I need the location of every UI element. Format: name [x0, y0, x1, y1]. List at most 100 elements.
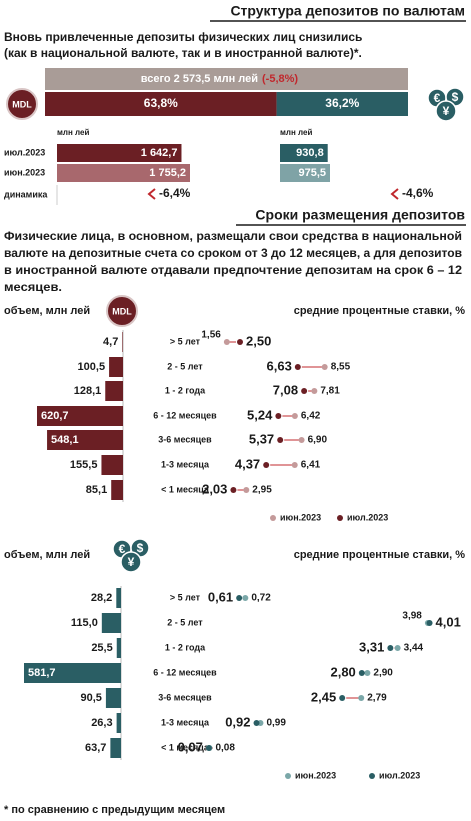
category-label: 2 - 5 лет: [167, 617, 203, 627]
bar: [101, 455, 123, 475]
rate-label: 0,07: [178, 739, 203, 754]
bar-label: 28,2: [91, 592, 112, 604]
bar-label: 548,1: [51, 434, 79, 446]
rate-dot: [230, 487, 237, 493]
bar-label: 1 642,7: [141, 147, 178, 159]
axis-label: объем, млн лей: [4, 305, 90, 317]
icon-symbol: €: [119, 542, 126, 556]
change-arrow: [147, 188, 156, 200]
rate-label: 3,98: [402, 611, 422, 622]
bar-label: 975,5: [298, 167, 326, 179]
icon-symbol: ¥: [128, 555, 135, 569]
bar: [116, 638, 121, 658]
axis-label: средние процентные ставки, %: [294, 305, 465, 317]
section-title: Структура депозитов по валютам: [230, 3, 465, 19]
bar-label: 4,7: [103, 336, 118, 348]
category-label: 1-3 месяца: [161, 717, 210, 727]
rate-label: 2,03: [202, 481, 227, 496]
legend-dot: [270, 515, 276, 521]
rate-label: 2,95: [252, 485, 272, 496]
icon-label: MDL: [12, 99, 32, 109]
bar: [111, 480, 123, 500]
change-label: -6,4%: [159, 186, 191, 200]
subtitle: Вновь привлеченные депозиты физических л…: [4, 30, 362, 44]
rate-dot: [205, 745, 212, 751]
bar: [57, 164, 190, 182]
rate-label: 6,42: [301, 411, 321, 422]
rate-label: 7,81: [320, 386, 340, 397]
category-label: 1-3 месяца: [161, 459, 210, 469]
rate-label: 0,08: [215, 743, 235, 754]
rate-dot: [298, 437, 305, 443]
bar-label: 581,7: [28, 667, 56, 679]
icon-symbol: $: [452, 90, 459, 104]
row-label: июл.2023: [4, 147, 45, 157]
category-label: < 1 месяца: [161, 742, 210, 752]
bar: [280, 144, 328, 162]
bar: [24, 663, 121, 683]
rate-dot: [237, 339, 243, 345]
bar: [105, 381, 123, 401]
category-label: 1 - 2 года: [165, 385, 206, 395]
share-bar: [45, 92, 277, 116]
rate-label: 0,99: [266, 718, 286, 729]
rate-label: 6,63: [267, 358, 292, 373]
legend-dot: [337, 515, 343, 521]
rate-dot: [277, 437, 284, 443]
bar-label: 115,0: [71, 617, 98, 629]
bar: [116, 713, 121, 733]
rate-label: 4,01: [436, 614, 461, 629]
rate-dot: [301, 388, 308, 394]
rate-dot: [426, 620, 433, 626]
bar: [101, 613, 121, 633]
icon-circle: [120, 551, 142, 573]
icon-circle: [106, 295, 138, 327]
paragraph-line: в иностранной валюте отдавали предпочтен…: [4, 263, 462, 277]
rate-label: 2,90: [373, 668, 393, 679]
rate-label: 0,92: [225, 714, 250, 729]
category-label: > 5 лет: [170, 592, 201, 602]
category-label: 6 - 12 месяцев: [153, 410, 217, 420]
icon-circle: [6, 88, 38, 120]
rate-label: 4,37: [235, 456, 260, 471]
icon-symbol: $: [137, 541, 144, 555]
category-label: 3-6 месяцев: [158, 434, 212, 444]
bar: [122, 332, 123, 352]
rate-dot: [321, 364, 328, 370]
rate-label: 2,80: [330, 664, 355, 679]
bar-label: 930,8: [296, 147, 324, 159]
rate-label: 0,61: [208, 589, 233, 604]
bar-label: 100,5: [78, 361, 106, 373]
rate-label: 3,31: [359, 639, 384, 654]
rate-label: 6,41: [301, 460, 321, 471]
paragraph-line: Физические лица, в основном, размещали с…: [4, 229, 462, 243]
category-label: 2 - 5 лет: [167, 361, 203, 371]
icon-circle: [435, 100, 457, 122]
rate-label: 8,55: [331, 362, 351, 373]
rate-label: 2,79: [367, 693, 387, 704]
rate-label: 0,72: [251, 593, 271, 604]
rate-label: 1,56: [201, 330, 221, 341]
share-bar: [276, 92, 408, 116]
legend-label: июн.2023: [295, 770, 336, 780]
paragraph-line: месяцев.: [4, 280, 62, 294]
rate-label: 5,24: [247, 407, 273, 422]
unit-label: млн лей: [280, 128, 312, 137]
total-label: всего 2 573,5 млн лей: [141, 73, 258, 85]
icon-symbol: €: [434, 91, 441, 105]
legend-label: июл.2023: [379, 770, 420, 780]
icon-label: MDL: [112, 306, 132, 316]
rate-dot: [236, 595, 243, 601]
rate-dot: [243, 487, 250, 493]
bar: [47, 430, 124, 450]
bar-label: 85,1: [86, 484, 107, 496]
rate-dot: [242, 595, 249, 601]
bar: [280, 164, 330, 182]
axis-label: объем, млн лей: [4, 549, 90, 561]
rate-dot: [291, 413, 298, 419]
paragraph-line: валюте на депозитные счета со сроком от …: [4, 246, 462, 260]
rate-dot: [253, 720, 260, 726]
section-title: Сроки размещения депозитов: [255, 207, 465, 223]
legend-label: июл.2023: [347, 512, 388, 522]
bar-label: 63,7: [85, 742, 106, 754]
